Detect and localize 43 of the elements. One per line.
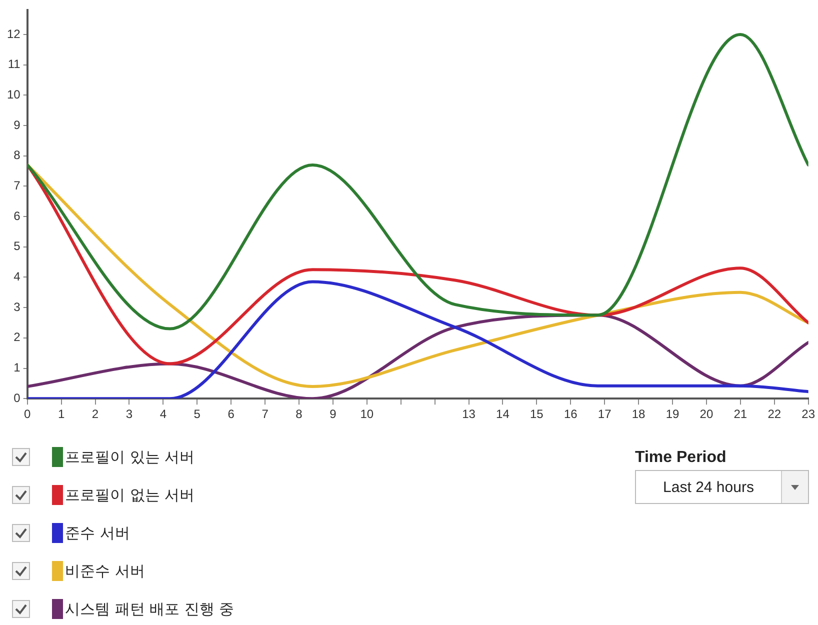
legend-label: 프로필이 없는 서버	[65, 486, 195, 504]
x-tick-label: 6	[228, 407, 235, 422]
y-tick-label: 1	[14, 360, 21, 375]
x-tick-label: 9	[330, 407, 337, 422]
y-tick-label: 8	[14, 148, 21, 162]
x-tick-label: 5	[194, 407, 201, 422]
y-tick-label: 0	[14, 390, 21, 405]
x-tick-label: 3	[126, 407, 133, 422]
x-tick-label: 17	[598, 407, 612, 422]
x-tick-label: 21	[734, 407, 748, 422]
legend-label: 프로필이 있는 서버	[65, 448, 195, 466]
y-tick-label: 10	[6, 87, 21, 102]
x-tick-label: 8	[296, 407, 303, 422]
y-tick-label: 5	[14, 239, 21, 254]
x-tick-label: 14	[496, 407, 510, 422]
x-tick-label: 20	[700, 407, 714, 422]
y-tick-label: 3	[14, 300, 21, 314]
x-tick-label: 18	[632, 407, 646, 422]
x-tick-label: 22	[768, 407, 782, 422]
x-tick-label: 13	[462, 407, 476, 422]
y-tick-label: 4	[14, 270, 21, 284]
x-tick-label: 15	[530, 407, 544, 422]
x-tick-label: 19	[666, 407, 680, 422]
x-tick-label: 4	[160, 407, 167, 422]
y-tick-label: 9	[14, 118, 21, 132]
dropdown: Last 24 hours	[635, 470, 809, 504]
x-tick-label: 16	[564, 407, 578, 422]
legend-label: 시스템 패턴 배포 진행 중	[65, 600, 234, 618]
x-tick-label: 23	[802, 407, 816, 422]
legend-label: 준수 서버	[65, 524, 130, 542]
x-tick-label: 0	[24, 407, 32, 422]
y-tick-label: 11	[8, 57, 21, 72]
x-tick-label: 7	[262, 407, 269, 422]
x-tick-label: 10	[360, 407, 374, 422]
y-tick-label: 7	[14, 178, 21, 193]
y-tick-label: 2	[14, 330, 21, 344]
y-tick-label: 12	[6, 26, 21, 41]
x-tick-label: 2	[92, 407, 99, 422]
text: Time Period	[635, 449, 728, 467]
x-tick-label: 1	[58, 407, 65, 422]
legend-label: 비준수 서버	[65, 562, 145, 580]
line-series	[27, 32, 808, 330]
y-tick-label: 6	[14, 208, 21, 223]
